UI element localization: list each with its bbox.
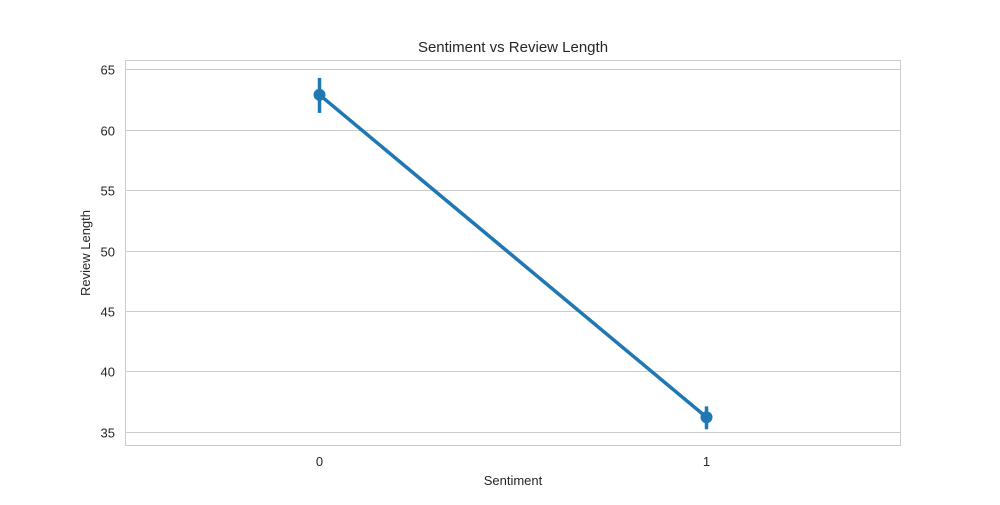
- data-point: [313, 88, 326, 101]
- x-axis-label: Sentiment: [484, 473, 543, 488]
- series-line: [317, 93, 709, 419]
- y-tick-label: 55: [101, 184, 115, 199]
- plot-area-frame: [125, 60, 901, 446]
- y-tick-label: 50: [101, 245, 115, 260]
- y-tick-labels: 35 40 45 50 55 60 65: [101, 63, 115, 441]
- y-tick-label: 60: [101, 124, 115, 139]
- series-layer: [313, 77, 713, 430]
- y-tick-label: 45: [101, 305, 115, 320]
- chart-title: Sentiment vs Review Length: [418, 39, 608, 56]
- y-tick-label: 35: [101, 426, 115, 441]
- data-point: [700, 411, 713, 424]
- y-tick-label: 40: [101, 365, 115, 380]
- x-tick-label: 0: [316, 454, 323, 469]
- grid-lines: [126, 69, 900, 433]
- y-axis-label: Review Length: [78, 210, 93, 296]
- y-tick-label: 65: [101, 63, 115, 78]
- x-tick-label: 1: [703, 454, 710, 469]
